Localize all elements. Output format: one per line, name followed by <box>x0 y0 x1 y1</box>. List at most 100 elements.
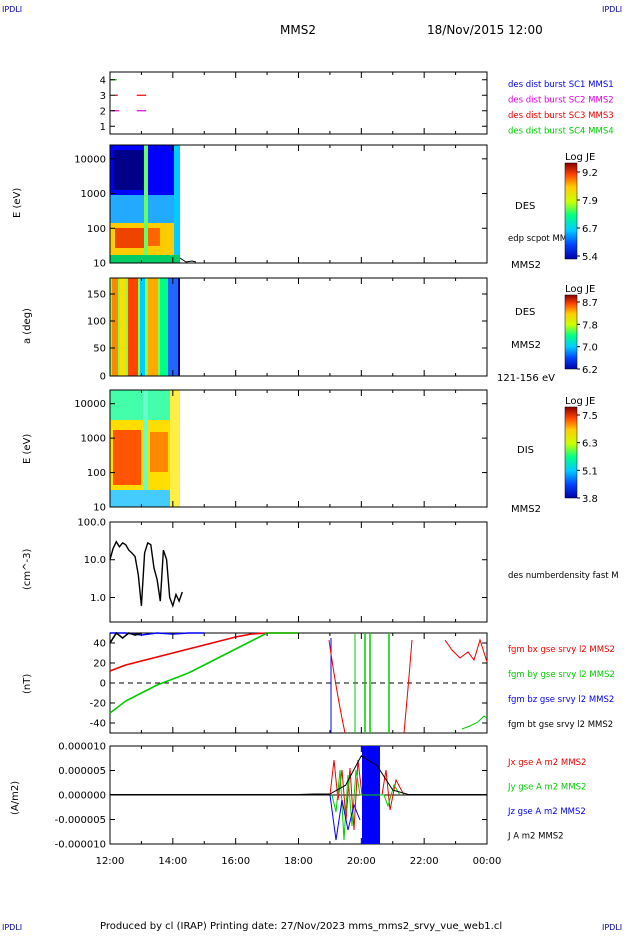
dis-energy-colorbar-title: Log JE <box>565 396 595 407</box>
dis-energy-instrument: DIS <box>517 445 534 456</box>
time-axis: 12:00 14:00 16:00 18:00 20:00 22:00 00:00 <box>96 72 502 867</box>
dis-energy-peak-1 <box>113 430 141 485</box>
fgm-late-features <box>328 633 488 734</box>
time-tick-label: 00:00 <box>473 856 502 867</box>
current-legend-entry: J A m2 MMS2 <box>507 832 564 842</box>
fgm-y-tick-label: 40 <box>93 639 106 650</box>
des-pitch-edge <box>178 278 180 376</box>
dis-energy-y-tick-label: 10000 <box>74 399 106 410</box>
dis-energy-low-band <box>110 490 180 507</box>
current-ylabel: (A/m2) <box>10 781 21 815</box>
des-pitch-spectrogram <box>110 278 180 376</box>
des-energy-overlay-label: edp scpot MMS2 <box>508 234 578 244</box>
des-pitch-energy-range: 121-156 eV <box>497 373 555 384</box>
dis-energy-spectrogram <box>110 390 180 507</box>
density-legend: des numberdensity fast M <box>508 571 619 581</box>
time-tick-label: 18:00 <box>284 856 313 867</box>
dis-energy-colorbar-tick-label: 3.8 <box>582 494 598 505</box>
current-y-tick-label: 0.000000 <box>58 791 106 802</box>
des-pitch-stripe-5 <box>148 278 158 376</box>
des-energy-colorbar-tick-label: 7.9 <box>582 196 598 207</box>
des-pitch-stripe-4 <box>140 278 145 376</box>
corner-label-bottom-right: IPDLI <box>602 923 622 932</box>
availability-y-tick-label: 4 <box>100 75 106 86</box>
fgm-bx-tail <box>444 638 488 663</box>
current-y-tick-label: 0.000005 <box>58 766 106 777</box>
dis-energy-edge <box>170 390 180 507</box>
current-legend-entry: Jz gse A m2 MMS2 <box>507 807 586 817</box>
current-burst-jz-dips <box>329 794 361 841</box>
corner-label-bottom-left: IPDLI <box>2 923 22 932</box>
density-series-line <box>109 540 183 609</box>
time-tick-label: 14:00 <box>158 856 187 867</box>
des-energy-y-ticks: 10 100 1000 10000 <box>74 154 487 270</box>
des-energy-colorbar-ticks: 9.2 7.9 6.7 5.4 <box>577 168 598 263</box>
panel-availability-frame <box>109 71 488 135</box>
fgm-y-tick-label: -20 <box>90 699 106 710</box>
des-pitch-colorbar-tick-label: 7.8 <box>582 320 598 331</box>
des-pitch-y-tick-label: 0 <box>100 372 106 383</box>
current-lines <box>110 755 487 795</box>
density-lines <box>109 540 183 609</box>
des-energy-stripe <box>144 145 148 263</box>
des-energy-spectrogram <box>110 145 197 263</box>
fgm-lines <box>109 631 299 714</box>
fgm-y-tick-label: -40 <box>90 719 106 730</box>
des-energy-colorbar-tick-label: 9.2 <box>582 168 598 179</box>
panel-fgm: -40 -20 0 20 40 (nT) fgm bx gse srvy l2 MMS2… <box>22 631 615 734</box>
fgm-y-ticks: -40 -20 0 20 40 <box>90 639 487 730</box>
fgm-ylabel: (nT) <box>22 674 33 694</box>
density-y-tick-label: 10.0 <box>84 555 106 566</box>
des-energy-peak <box>115 228 145 248</box>
panel-des-pitch: 0 50 100 150 a (deg) DES MMS2 121-156 eV Lo… <box>22 277 598 384</box>
density-y-ticks: 1.0 10.0 100.0 <box>77 518 487 604</box>
density-ylabel: (cm^-3) <box>22 549 33 590</box>
des-pitch-y-tick-label: 50 <box>93 344 106 355</box>
des-energy-colorbar-gradient <box>564 162 578 260</box>
corner-label-top-right: IPDLI <box>602 5 622 14</box>
dis-energy-colorbar-tick-label: 7.5 <box>582 411 598 422</box>
fgm-legend: fgm bx gse srvy l2 MMS2 fgm by gse srvy l… <box>508 645 615 730</box>
corner-label-top-left: IPDLI <box>2 5 22 14</box>
availability-legend-entry: des dist burst SC4 MMS4 <box>508 127 614 137</box>
des-energy-core <box>113 150 143 190</box>
des-pitch-stripe-6 <box>160 278 168 376</box>
availability-y-tick-label: 2 <box>100 106 106 117</box>
current-legend: Jx gse A m2 MMS2 Jy gse A m2 MMS2 Jz gse A… <box>507 758 586 842</box>
time-tick-label: 22:00 <box>410 856 439 867</box>
des-energy-y-tick-label: 10 <box>93 259 106 270</box>
des-energy-y-tick-label: 100 <box>87 224 106 235</box>
panel-dis-energy: 10 100 1000 10000 E (eV) DIS MMS2 Log JE 7.… <box>22 389 598 515</box>
des-pitch-colorbar-title: Log JE <box>565 284 595 295</box>
des-pitch-stripe-2 <box>120 278 126 376</box>
current-legend-entry: Jy gse A m2 MMS2 <box>507 783 586 793</box>
current-series-line <box>110 755 487 795</box>
fgm-bx-dip-2 <box>403 639 413 734</box>
fgm-legend-entry: fgm by gse srvy l2 MMS2 <box>508 670 615 680</box>
des-pitch-colorbar-tick-label: 6.2 <box>582 365 598 376</box>
des-pitch-sc-label: MMS2 <box>511 340 541 351</box>
dis-energy-peak-2 <box>150 432 168 472</box>
density-y-tick-label: 100.0 <box>77 518 106 529</box>
dis-energy-y-tick-label: 100 <box>87 468 106 479</box>
des-energy-edge <box>174 145 180 263</box>
spacecraft-title: MMS2 <box>280 23 316 37</box>
dis-energy-colorbar-tick-label: 6.3 <box>582 439 598 450</box>
des-energy-colorbar-title: Log JE <box>565 152 595 163</box>
availability-y-tick-label: 1 <box>100 122 106 133</box>
fgm-y-tick-label: 0 <box>100 679 106 690</box>
current-y-tick-label: 0.000010 <box>58 742 106 753</box>
current-y-tick-label: -0.000005 <box>55 815 106 826</box>
dis-energy-y-ticks: 10 100 1000 10000 <box>74 399 487 514</box>
time-tick-label: 20:00 <box>347 856 376 867</box>
des-pitch-ylabel: a (deg) <box>22 308 33 344</box>
current-burst <box>329 746 405 844</box>
des-pitch-y-tick-label: 100 <box>87 317 106 328</box>
dis-energy-colorbar: Log JE 7.5 6.3 5.1 3.8 <box>564 396 598 505</box>
des-energy-y-tick-label: 1000 <box>81 189 106 200</box>
des-pitch-colorbar-tick-label: 8.7 <box>582 298 598 309</box>
des-energy-peak-2 <box>148 228 160 246</box>
